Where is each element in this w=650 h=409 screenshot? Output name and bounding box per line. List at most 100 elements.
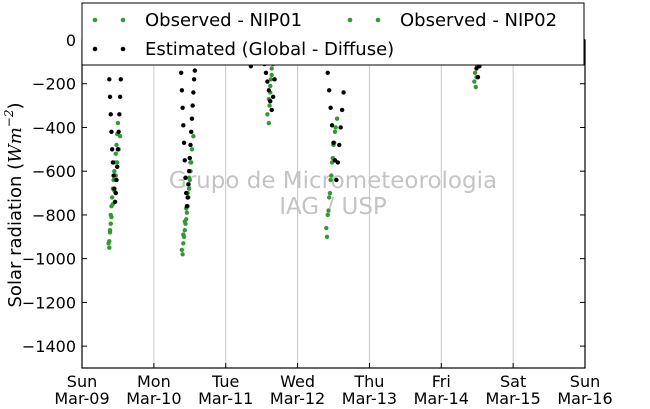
y-tick-label: −1400	[22, 337, 76, 356]
y-tick-label: −1200	[22, 293, 76, 312]
data-point	[114, 142, 119, 148]
data-point	[117, 134, 123, 139]
data-point	[108, 221, 113, 226]
data-point	[341, 90, 346, 95]
data-point	[110, 160, 116, 165]
legend-item: Observed - NIP02	[347, 10, 557, 31]
data-point	[109, 214, 114, 220]
y-tick-label: 0	[66, 31, 76, 50]
data-point	[186, 175, 192, 180]
watermark-line-1: Grupo de Micrometeorologia	[169, 168, 497, 194]
data-point	[107, 77, 112, 82]
data-point	[335, 160, 341, 165]
x-tick-label-date: Mar-09	[54, 389, 109, 408]
data-point	[272, 77, 277, 82]
legend-marker	[92, 46, 98, 52]
x-tick-label-day: Sun	[67, 372, 97, 391]
data-point	[188, 142, 193, 148]
points-layer	[105, 42, 487, 257]
y-tick-label: −400	[32, 118, 76, 137]
data-point	[265, 112, 270, 117]
data-point	[266, 120, 272, 126]
x-tick-label-date: Mar-16	[557, 389, 612, 408]
data-point	[338, 125, 343, 130]
data-point	[325, 212, 330, 218]
data-point	[115, 147, 121, 152]
data-point	[180, 105, 185, 110]
legend-label: Observed - NIP01	[145, 10, 302, 31]
legend-box	[81, 2, 585, 66]
data-point	[329, 173, 334, 178]
data-point	[327, 190, 333, 196]
data-point	[189, 129, 194, 135]
data-point	[334, 116, 340, 121]
data-point	[192, 68, 198, 73]
data-point	[191, 77, 197, 82]
data-point	[187, 155, 192, 161]
data-point	[268, 83, 273, 89]
x-tick-label-date: Mar-12	[270, 389, 325, 408]
data-point	[189, 147, 195, 152]
x-tick-label-day: Thu	[353, 372, 384, 391]
data-point	[326, 208, 331, 213]
data-point	[475, 74, 481, 80]
x-tick-label-date: Mar-15	[485, 389, 540, 408]
data-point	[328, 105, 333, 110]
data-point	[267, 103, 272, 108]
legend-item: Estimated (Global - Diffuse)	[92, 39, 394, 60]
data-point	[107, 228, 113, 233]
data-point	[189, 116, 195, 121]
data-point	[114, 177, 119, 183]
data-point	[180, 252, 185, 257]
data-point	[339, 107, 345, 113]
x-tick-label-date: Mar-14	[414, 389, 469, 408]
data-point	[324, 234, 330, 239]
y-tick-label: −600	[32, 162, 76, 181]
data-point	[269, 66, 274, 71]
data-point	[113, 190, 118, 196]
x-tick-label-date: Mar-11	[198, 389, 253, 408]
y-tick-label: −1000	[22, 250, 76, 269]
data-point	[269, 107, 274, 113]
data-point	[118, 77, 124, 82]
data-point	[112, 169, 117, 174]
data-point	[268, 77, 274, 82]
x-tick-label-day: Mon	[137, 372, 171, 391]
data-point	[473, 84, 478, 90]
data-point	[181, 232, 186, 237]
data-point	[182, 219, 187, 224]
legend-marker	[375, 17, 381, 23]
data-point	[186, 186, 192, 191]
data-point	[184, 210, 190, 215]
data-point	[326, 88, 332, 93]
data-point	[106, 241, 111, 246]
data-point	[472, 79, 477, 84]
data-point	[472, 70, 478, 76]
legend-label: Estimated (Global - Diffuse)	[145, 39, 394, 60]
legend-marker	[92, 17, 98, 23]
y-axis-label-text: Solar radiation (	[5, 163, 26, 308]
data-point	[191, 134, 196, 139]
data-point	[182, 158, 187, 163]
data-point	[109, 195, 115, 200]
y-tick-label: −800	[32, 206, 76, 225]
data-point	[179, 88, 185, 93]
data-point	[116, 129, 121, 135]
data-point	[113, 151, 118, 156]
data-point	[333, 125, 338, 130]
data-point	[186, 169, 192, 174]
series-1	[107, 64, 480, 257]
y-axis-label-unit: Wm	[5, 127, 26, 163]
data-point	[108, 112, 113, 117]
data-point	[112, 199, 118, 205]
data-point	[269, 72, 274, 78]
data-point	[266, 88, 272, 93]
y-axis-label-exponent: −2	[2, 110, 16, 128]
data-point	[107, 94, 113, 100]
legend-marker	[120, 46, 126, 52]
data-point	[325, 70, 330, 76]
data-point	[324, 225, 329, 231]
y-tick-label: −200	[32, 75, 76, 94]
data-point	[334, 177, 339, 183]
